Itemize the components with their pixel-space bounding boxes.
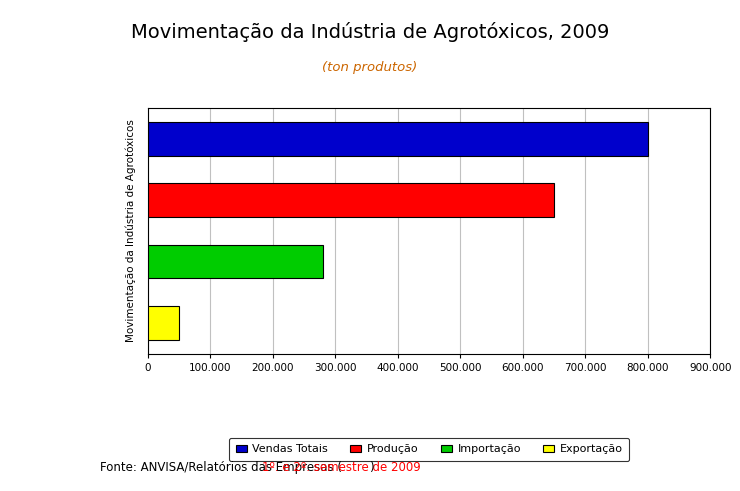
Y-axis label: Movimentação da Indústria de Agrotóxicos: Movimentação da Indústria de Agrotóxicos [126, 119, 136, 342]
Text: Fonte: ANVISA/Relatórios das Empresas (: Fonte: ANVISA/Relatórios das Empresas ( [100, 461, 342, 474]
Bar [148, 183, 554, 217]
Text: 1º. e 2º. semestre de 2009: 1º. e 2º. semestre de 2009 [261, 461, 420, 474]
Bar [148, 122, 648, 156]
Text: Movimentação da Indústria de Agrotóxicos, 2009: Movimentação da Indústria de Agrotóxicos… [131, 22, 609, 42]
Bar [148, 245, 323, 278]
Text: (ton produtos): (ton produtos) [323, 61, 417, 74]
Bar [148, 306, 179, 340]
Text: ): ) [369, 461, 374, 474]
Legend: Vendas Totais, Produção, Importação, Exportação: Vendas Totais, Produção, Importação, Exp… [229, 437, 630, 461]
